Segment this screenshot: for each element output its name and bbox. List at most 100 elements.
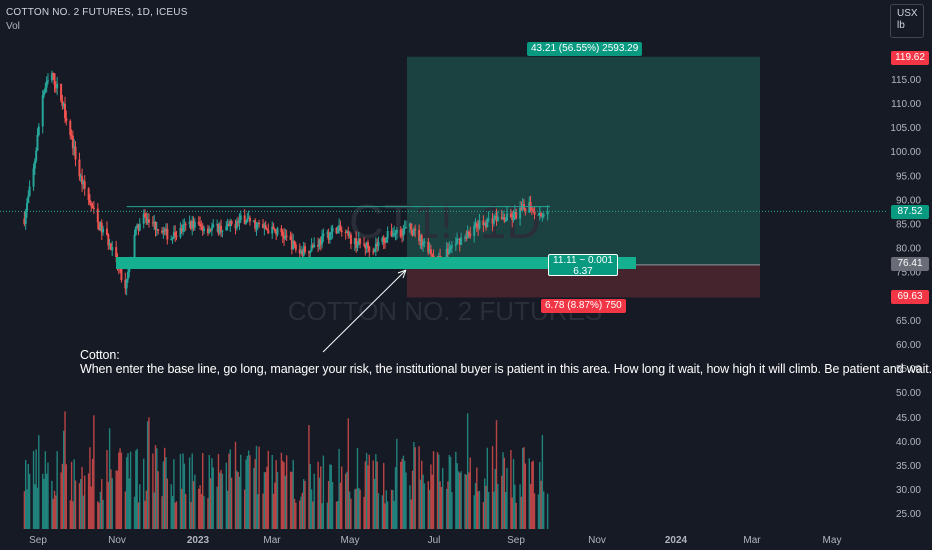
annotation-note[interactable]: Cotton: When enter the base line, go lon… [80, 348, 932, 376]
volume-bar [494, 469, 496, 529]
candle-body [449, 247, 452, 249]
volume-bar [209, 478, 212, 529]
volume-bar [317, 461, 319, 529]
volume-bar [133, 496, 136, 529]
candle-body [474, 223, 477, 227]
candle-body [541, 215, 544, 217]
volume-bar [229, 449, 231, 529]
candle-body [210, 227, 213, 231]
candle-body [206, 228, 209, 234]
volume-bar [515, 502, 517, 529]
time-tick-label: Mar [743, 535, 761, 546]
volume-bar [23, 491, 26, 529]
volume-bar [81, 466, 83, 529]
volume-bar [375, 454, 377, 529]
volume-bar [394, 467, 397, 529]
volume-bar [211, 458, 213, 529]
volume-bar [483, 478, 486, 529]
volume-bar [198, 488, 200, 529]
volume-bar [376, 461, 378, 529]
candle-body [79, 176, 82, 178]
volume-bar [65, 464, 68, 529]
candle-body [238, 220, 241, 223]
risk-reward-label[interactable]: 11.11 ~ 0.001 6.37 [548, 254, 618, 277]
volume-bar [373, 478, 376, 529]
candle-body [427, 241, 430, 253]
volume-bar [465, 474, 468, 529]
candle-body [357, 238, 360, 246]
time-tick-label: 2024 [665, 535, 688, 546]
volume-bar [216, 486, 218, 529]
volume-bar [276, 471, 279, 529]
candle-body [330, 231, 333, 234]
volume-bar [102, 499, 104, 529]
loss-label[interactable]: 6.78 (8.87%) 750 [541, 299, 626, 313]
volume-bar [171, 496, 174, 529]
candle-body [524, 208, 527, 213]
volume-bar [377, 493, 380, 529]
candle-body [428, 249, 431, 253]
time-tick-label: Sep [29, 535, 47, 546]
volume-legend[interactable]: Vol [6, 21, 20, 32]
candle-body [36, 134, 39, 151]
volume-bar [35, 449, 37, 529]
volume-bar [442, 467, 444, 529]
volume-bar [98, 502, 100, 529]
volume-bar [448, 454, 450, 529]
candle-body [191, 220, 194, 229]
candle-body [322, 233, 325, 237]
volume-bar [533, 493, 536, 529]
candlesticks [23, 70, 549, 296]
volume-bar [469, 457, 471, 529]
candle-body [126, 272, 129, 280]
volume-bar [358, 487, 360, 529]
candle-body [23, 218, 26, 225]
candle-body [239, 215, 242, 221]
candle-body [217, 224, 220, 234]
candle-body [289, 235, 292, 240]
volume-bar [368, 454, 370, 529]
volume-bar [321, 503, 323, 529]
volume-bar [541, 434, 544, 529]
volume-bar [72, 501, 74, 529]
symbol-title[interactable]: COTTON NO. 2 FUTURES, 1D, ICEUS [6, 7, 188, 18]
volume-bar [107, 481, 109, 529]
candle-body [53, 73, 56, 85]
volume-bar [238, 476, 241, 529]
volume-bar [291, 471, 293, 529]
volume-bar [522, 447, 524, 529]
volume-bar [396, 438, 398, 529]
candle-body [100, 222, 103, 233]
candle-body [50, 73, 53, 81]
volume-bar [372, 460, 374, 529]
volume-bar [338, 448, 340, 529]
candle-body [182, 224, 185, 232]
volume-bar [430, 464, 432, 529]
currency-unit-selector[interactable]: USX lb [890, 4, 924, 38]
profit-label[interactable]: 43.21 (56.55%) 2593.29 [527, 42, 643, 56]
volume-bar [192, 481, 195, 529]
volume-bar [90, 486, 92, 529]
volume-bar [271, 454, 273, 529]
price-tick-label: 65.00 [896, 316, 921, 327]
price-tick-label: 95.00 [896, 171, 921, 182]
candle-body [386, 230, 389, 239]
volume-bar [74, 480, 77, 529]
candle-body [258, 223, 261, 225]
candle-body [465, 237, 468, 239]
volume-bar [537, 494, 540, 529]
candle-body [137, 224, 140, 231]
candle-body [530, 209, 533, 211]
candle-body [133, 234, 136, 262]
volume-bar [266, 466, 268, 529]
volume-bar [182, 453, 184, 529]
volume-bar [137, 502, 140, 529]
candle-body [218, 225, 221, 234]
candle-body [321, 236, 324, 245]
volume-bar [263, 472, 266, 529]
volume-bar [401, 458, 403, 529]
candle-body [56, 83, 59, 89]
candle-body [162, 230, 165, 233]
volume-bar [154, 445, 157, 529]
